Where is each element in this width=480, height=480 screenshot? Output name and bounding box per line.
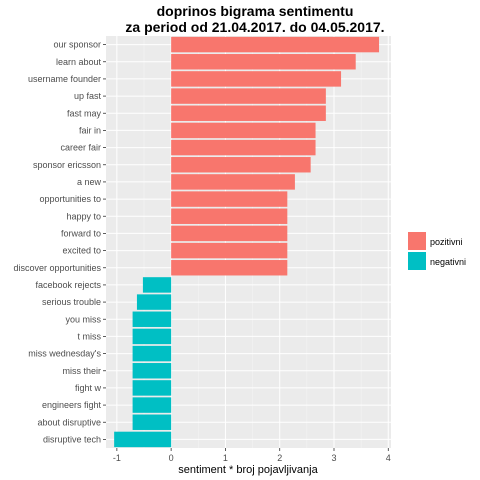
bar-disruptive-tech <box>114 431 172 448</box>
y-tick-label: fight w <box>75 383 102 393</box>
bar-fast-may <box>171 105 326 121</box>
legend-label-negative: negativni <box>430 257 466 267</box>
y-tick-label: career fair <box>60 143 101 153</box>
y-tick-label: serious trouble <box>42 297 101 307</box>
y-tick-label: you miss <box>65 314 101 324</box>
y-tick-label: fast may <box>67 108 102 118</box>
bars <box>114 36 380 448</box>
bar-career-fair <box>171 139 316 156</box>
chart-title-line-1: doprinos bigrama sentimentu <box>157 3 354 19</box>
x-axis-label: sentiment * broj pojavljivanja <box>178 464 318 476</box>
y-tick-label: miss their <box>62 366 101 376</box>
y-tick-label: discover opportunities <box>13 263 101 273</box>
legend-label-positive: pozitivni <box>430 237 463 247</box>
y-tick-label: sponsor ericsson <box>33 160 101 170</box>
bar-miss-their <box>132 363 172 379</box>
legend-key-negative <box>408 252 426 270</box>
y-tick-label: excited to <box>62 246 101 256</box>
bar-up-fast <box>171 88 326 104</box>
y-tick-label: a new <box>77 177 102 187</box>
bar-forward-to <box>171 225 288 242</box>
x-tick-label: -1 <box>113 453 121 463</box>
bar-t-miss <box>132 328 172 345</box>
bar-fight-w <box>132 380 172 396</box>
bar-engineers-fight <box>132 397 172 413</box>
y-tick-label: username founder <box>28 74 101 84</box>
y-tick-label: about disruptive <box>37 417 101 427</box>
bar-username-founder <box>171 71 342 87</box>
bar-miss-wednesday-s <box>132 345 172 362</box>
x-tick-label: 0 <box>169 453 174 463</box>
x-tick-label: 2 <box>277 453 282 463</box>
y-tick-label: facebook rejects <box>35 280 101 290</box>
bar-our-sponsor <box>171 36 380 53</box>
x-tick-labels: -1 0 1 2 3 4 <box>113 448 391 463</box>
bar-happy-to <box>171 208 288 224</box>
bar-about-disruptive <box>132 414 172 430</box>
y-tick-labels: our sponsor learn about username founder up… <box>13 40 106 444</box>
bar-fair-in <box>171 122 316 139</box>
y-tick-label: forward to <box>61 228 101 238</box>
bar-excited-to <box>171 242 288 259</box>
legend: pozitivni negativni <box>408 232 466 270</box>
x-tick-label: 1 <box>223 453 228 463</box>
bar-opportunities-to <box>171 191 288 207</box>
y-tick-label: t miss <box>78 331 102 341</box>
y-tick-label: disruptive tech <box>43 434 101 444</box>
y-tick-label: happy to <box>66 211 101 221</box>
bar-a-new <box>171 174 295 190</box>
bar-learn-about <box>171 54 356 70</box>
y-tick-label: engineers fight <box>42 400 102 410</box>
y-tick-label: our sponsor <box>53 40 101 50</box>
chart-title-line-2: za period od 21.04.2017. do 04.05.2017. <box>125 19 384 35</box>
bar-discover-opportunities <box>171 260 288 276</box>
y-tick-label: miss wednesday's <box>28 349 101 359</box>
bar-sponsor-ericsson <box>171 157 311 173</box>
bar-facebook-rejects <box>142 277 172 293</box>
plot-panel <box>106 36 391 448</box>
y-tick-label: fair in <box>79 125 101 135</box>
bar-serious-trouble <box>136 294 172 310</box>
y-tick-label: up fast <box>74 91 102 101</box>
y-tick-label: learn about <box>56 57 102 67</box>
legend-key-positive <box>408 232 426 250</box>
x-tick-label: 4 <box>386 453 391 463</box>
bar-you-miss <box>132 311 172 327</box>
y-tick-label: opportunities to <box>39 194 101 204</box>
x-tick-label: 3 <box>331 453 336 463</box>
